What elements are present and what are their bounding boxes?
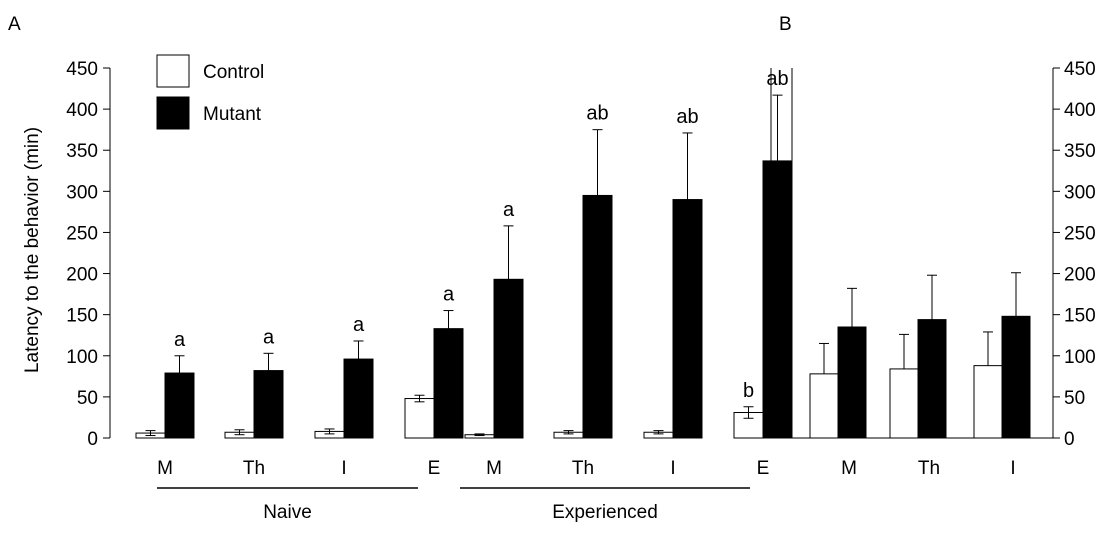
- y-tick-label: 150: [66, 306, 98, 327]
- x-tick-label: Th: [572, 458, 594, 479]
- sig-label-mutant: ab: [766, 68, 788, 90]
- bar-control: [404, 398, 435, 439]
- panel-b-bar-mutant: [1001, 315, 1031, 439]
- sig-label-mutant: a: [443, 284, 455, 306]
- panel-b-y-tick-label: 250: [1064, 223, 1096, 244]
- panel-a-groups: M Th I E Naive M Th I E Experienced: [157, 458, 769, 523]
- x-tick-label: Th: [243, 458, 265, 479]
- y-tick-label: 100: [66, 347, 98, 368]
- panel-b-y-tick-label: 400: [1064, 100, 1096, 121]
- panel-b-y-tick-label: 50: [1064, 388, 1085, 409]
- panel-b-bar-control: [809, 373, 839, 439]
- sig-label-mutant: a: [353, 314, 365, 336]
- panel-a-axis: 0 50 100 150 200 250 300 350 400 450: [66, 59, 111, 450]
- bar-mutant: [164, 372, 195, 439]
- x-tick-label: E: [428, 458, 441, 479]
- panel-b-bars: M Th I: [809, 272, 1031, 479]
- y-tick-label: 200: [66, 265, 98, 286]
- sig-label-control: b: [743, 380, 754, 402]
- x-tick-label: I: [341, 458, 346, 479]
- x-tick-label: I: [670, 458, 675, 479]
- panel-b-x-tick-label: I: [1010, 458, 1015, 479]
- panel-b-axis: 0 50 100 150 200 250 300 350 400 450: [770, 59, 1096, 450]
- panel-label-a: A: [8, 14, 21, 35]
- y-tick-label: 350: [66, 141, 98, 162]
- y-axis-label: Latency to the behavior (min): [22, 127, 43, 373]
- bar-mutant: [762, 160, 793, 439]
- sig-label-mutant: a: [174, 329, 186, 351]
- panel-b-y-tick-label: 150: [1064, 306, 1096, 327]
- panel-b-bar-mutant: [837, 326, 867, 439]
- x-tick-label: M: [486, 458, 502, 479]
- panel-a-bars: a a a a a ab ab b ab: [135, 68, 793, 439]
- x-tick-label: E: [757, 458, 770, 479]
- sig-label-mutant: a: [503, 199, 515, 221]
- panel-label-b: B: [779, 14, 792, 35]
- bar-mutant: [433, 328, 464, 439]
- y-tick-label: 300: [66, 182, 98, 203]
- y-tick-label: 50: [77, 388, 98, 409]
- y-tick-label: 0: [87, 429, 98, 450]
- group-label: Naive: [263, 502, 312, 523]
- legend-control-swatch: [156, 54, 190, 88]
- legend-mutant-swatch: [156, 96, 190, 130]
- panel-b-x-tick-label: M: [841, 458, 857, 479]
- y-tick-label: 250: [66, 223, 98, 244]
- legend: Control Mutant: [156, 54, 264, 130]
- bar-mutant: [343, 358, 374, 439]
- legend-mutant-label: Mutant: [203, 104, 262, 125]
- panel-b-bar-control: [889, 368, 919, 439]
- bar-mutant: [253, 370, 284, 439]
- panel-b-x-tick-label: Th: [918, 458, 940, 479]
- sig-label-mutant: a: [263, 326, 275, 348]
- sig-label-mutant: ab: [586, 103, 608, 125]
- y-tick-label: 450: [66, 59, 98, 80]
- panel-b-bar-mutant: [917, 319, 947, 439]
- bar-mutant: [493, 278, 524, 439]
- panel-b-y-tick-label: 450: [1064, 59, 1096, 80]
- panel-b-y-tick-label: 350: [1064, 141, 1096, 162]
- panel-b-y-tick-label: 0: [1064, 429, 1075, 450]
- group-label: Experienced: [552, 502, 658, 523]
- panel-b-y-tick-label: 200: [1064, 265, 1096, 286]
- y-tick-label: 400: [66, 100, 98, 121]
- bar-mutant: [672, 199, 703, 439]
- legend-control-label: Control: [203, 62, 264, 83]
- x-tick-label: M: [157, 458, 173, 479]
- sig-label-mutant: ab: [676, 106, 698, 128]
- panel-b-bar-control: [973, 365, 1003, 439]
- panel-b-y-tick-label: 300: [1064, 182, 1096, 203]
- bar-mutant: [582, 194, 613, 439]
- panel-b-y-tick-label: 100: [1064, 347, 1096, 368]
